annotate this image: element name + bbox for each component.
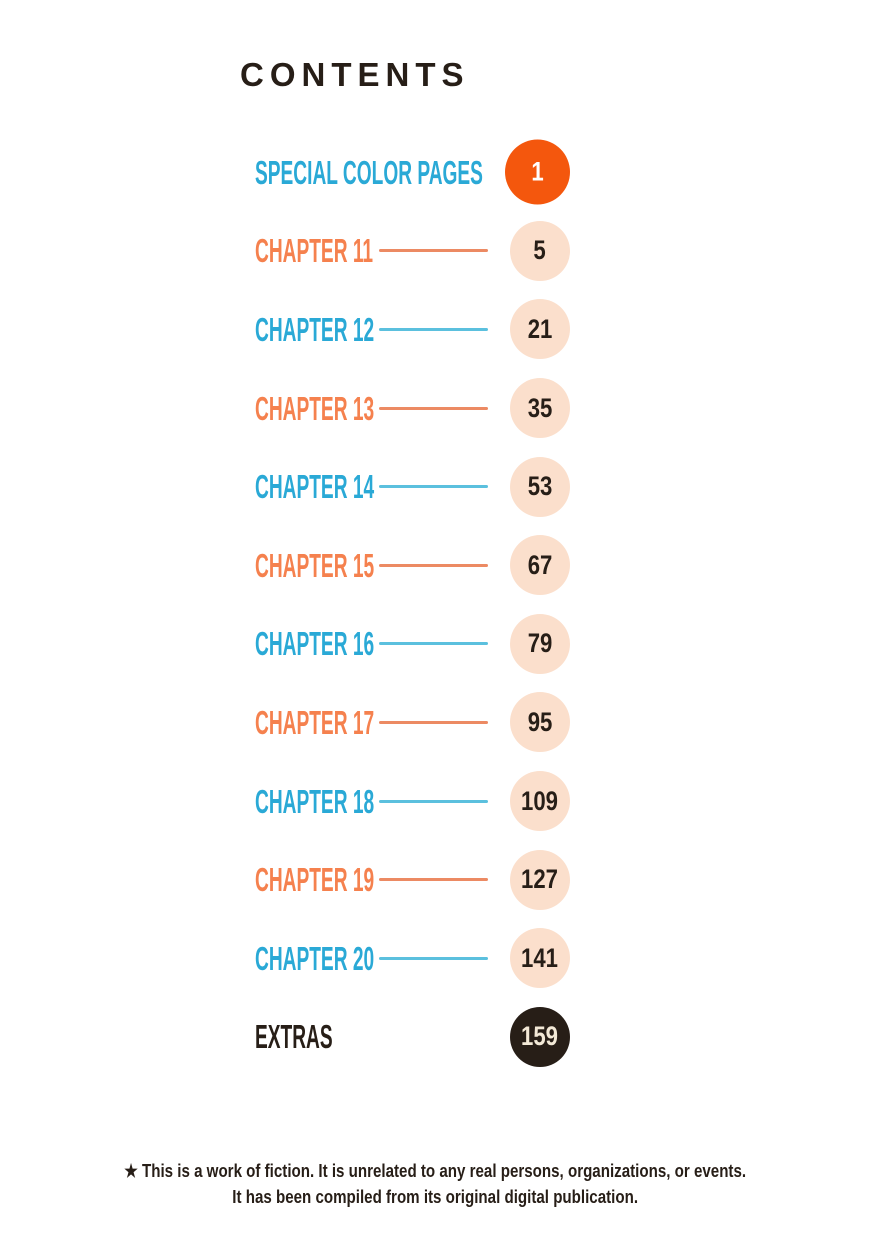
page-number: 127 <box>521 864 559 895</box>
table-of-contents: SPECIAL COLOR PAGES 1 CHAPTER 11 5 CHAPT… <box>255 133 570 1076</box>
page-number-badge: 109 <box>510 771 570 832</box>
page-number: 109 <box>521 785 559 816</box>
toc-row: CHAPTER 11 5 <box>255 212 570 291</box>
toc-row: CHAPTER 13 35 <box>255 369 570 448</box>
toc-row-label: CHAPTER 20 <box>255 939 375 977</box>
toc-row: SPECIAL COLOR PAGES 1 <box>255 133 570 212</box>
toc-leader-line <box>379 720 488 724</box>
toc-row: CHAPTER 14 53 <box>255 447 570 526</box>
page-number-badge: 1 <box>505 139 570 205</box>
page-number: 159 <box>521 1021 559 1052</box>
page-number-badge: 21 <box>510 299 570 360</box>
page-number-badge: 5 <box>510 220 570 281</box>
toc-leader-line <box>379 327 488 331</box>
toc-row-label: CHAPTER 18 <box>255 782 375 820</box>
toc-leader-line <box>379 485 488 489</box>
page-title: CONTENTS <box>240 56 470 93</box>
disclaimer-line-1: ★ This is a work of fiction. It is unrel… <box>124 1161 746 1181</box>
page-number: 141 <box>521 942 559 973</box>
toc-row-label: CHAPTER 12 <box>255 310 375 348</box>
toc-leader-line <box>379 878 488 882</box>
toc-row-label: CHAPTER 11 <box>255 232 374 270</box>
toc-row: CHAPTER 16 79 <box>255 605 570 684</box>
page-number-badge: 35 <box>510 378 570 439</box>
toc-row-label: EXTRAS <box>255 1018 333 1056</box>
toc-row-label: CHAPTER 16 <box>255 625 375 663</box>
page-number: 53 <box>527 471 553 502</box>
page-number-badge: 67 <box>510 535 570 596</box>
page-number-badge: 53 <box>510 456 570 517</box>
page-number: 67 <box>527 549 553 580</box>
page-number-badge: 79 <box>510 613 570 674</box>
page-number: 1 <box>531 156 544 187</box>
page-number-badge: 159 <box>510 1006 570 1067</box>
toc-row-label: CHAPTER 17 <box>255 703 375 741</box>
page-number-badge: 95 <box>510 692 570 753</box>
toc-row: CHAPTER 20 141 <box>255 919 570 998</box>
disclaimer-line-2: It has been compiled from its original d… <box>232 1187 638 1207</box>
toc-row: CHAPTER 15 67 <box>255 526 570 605</box>
toc-row: CHAPTER 12 21 <box>255 290 570 369</box>
page-number-badge: 141 <box>510 928 570 989</box>
toc-leader-line <box>379 956 488 960</box>
toc-row: EXTRAS 159 <box>255 998 570 1077</box>
toc-leader-line <box>379 249 488 253</box>
toc-leader-line <box>379 642 488 646</box>
page-number: 95 <box>527 706 553 737</box>
page-number: 5 <box>533 235 547 266</box>
toc-row-label: CHAPTER 13 <box>255 389 375 427</box>
page-number: 21 <box>527 313 553 344</box>
toc-leader-line <box>379 563 488 567</box>
toc-row-label: CHAPTER 14 <box>255 468 375 506</box>
toc-row-label: SPECIAL COLOR PAGES <box>255 153 483 191</box>
disclaimer-footer: ★ This is a work of fiction. It is unrel… <box>0 1158 870 1210</box>
toc-row-label: CHAPTER 19 <box>255 861 375 899</box>
toc-row: CHAPTER 18 109 <box>255 762 570 841</box>
toc-row-label: CHAPTER 15 <box>255 546 375 584</box>
toc-leader-line <box>379 799 488 803</box>
toc-row: CHAPTER 17 95 <box>255 683 570 762</box>
toc-leader-line <box>379 406 488 410</box>
page-number: 35 <box>527 392 553 423</box>
page-number: 79 <box>527 628 553 659</box>
toc-row: CHAPTER 19 127 <box>255 840 570 919</box>
page-number-badge: 127 <box>510 849 570 910</box>
